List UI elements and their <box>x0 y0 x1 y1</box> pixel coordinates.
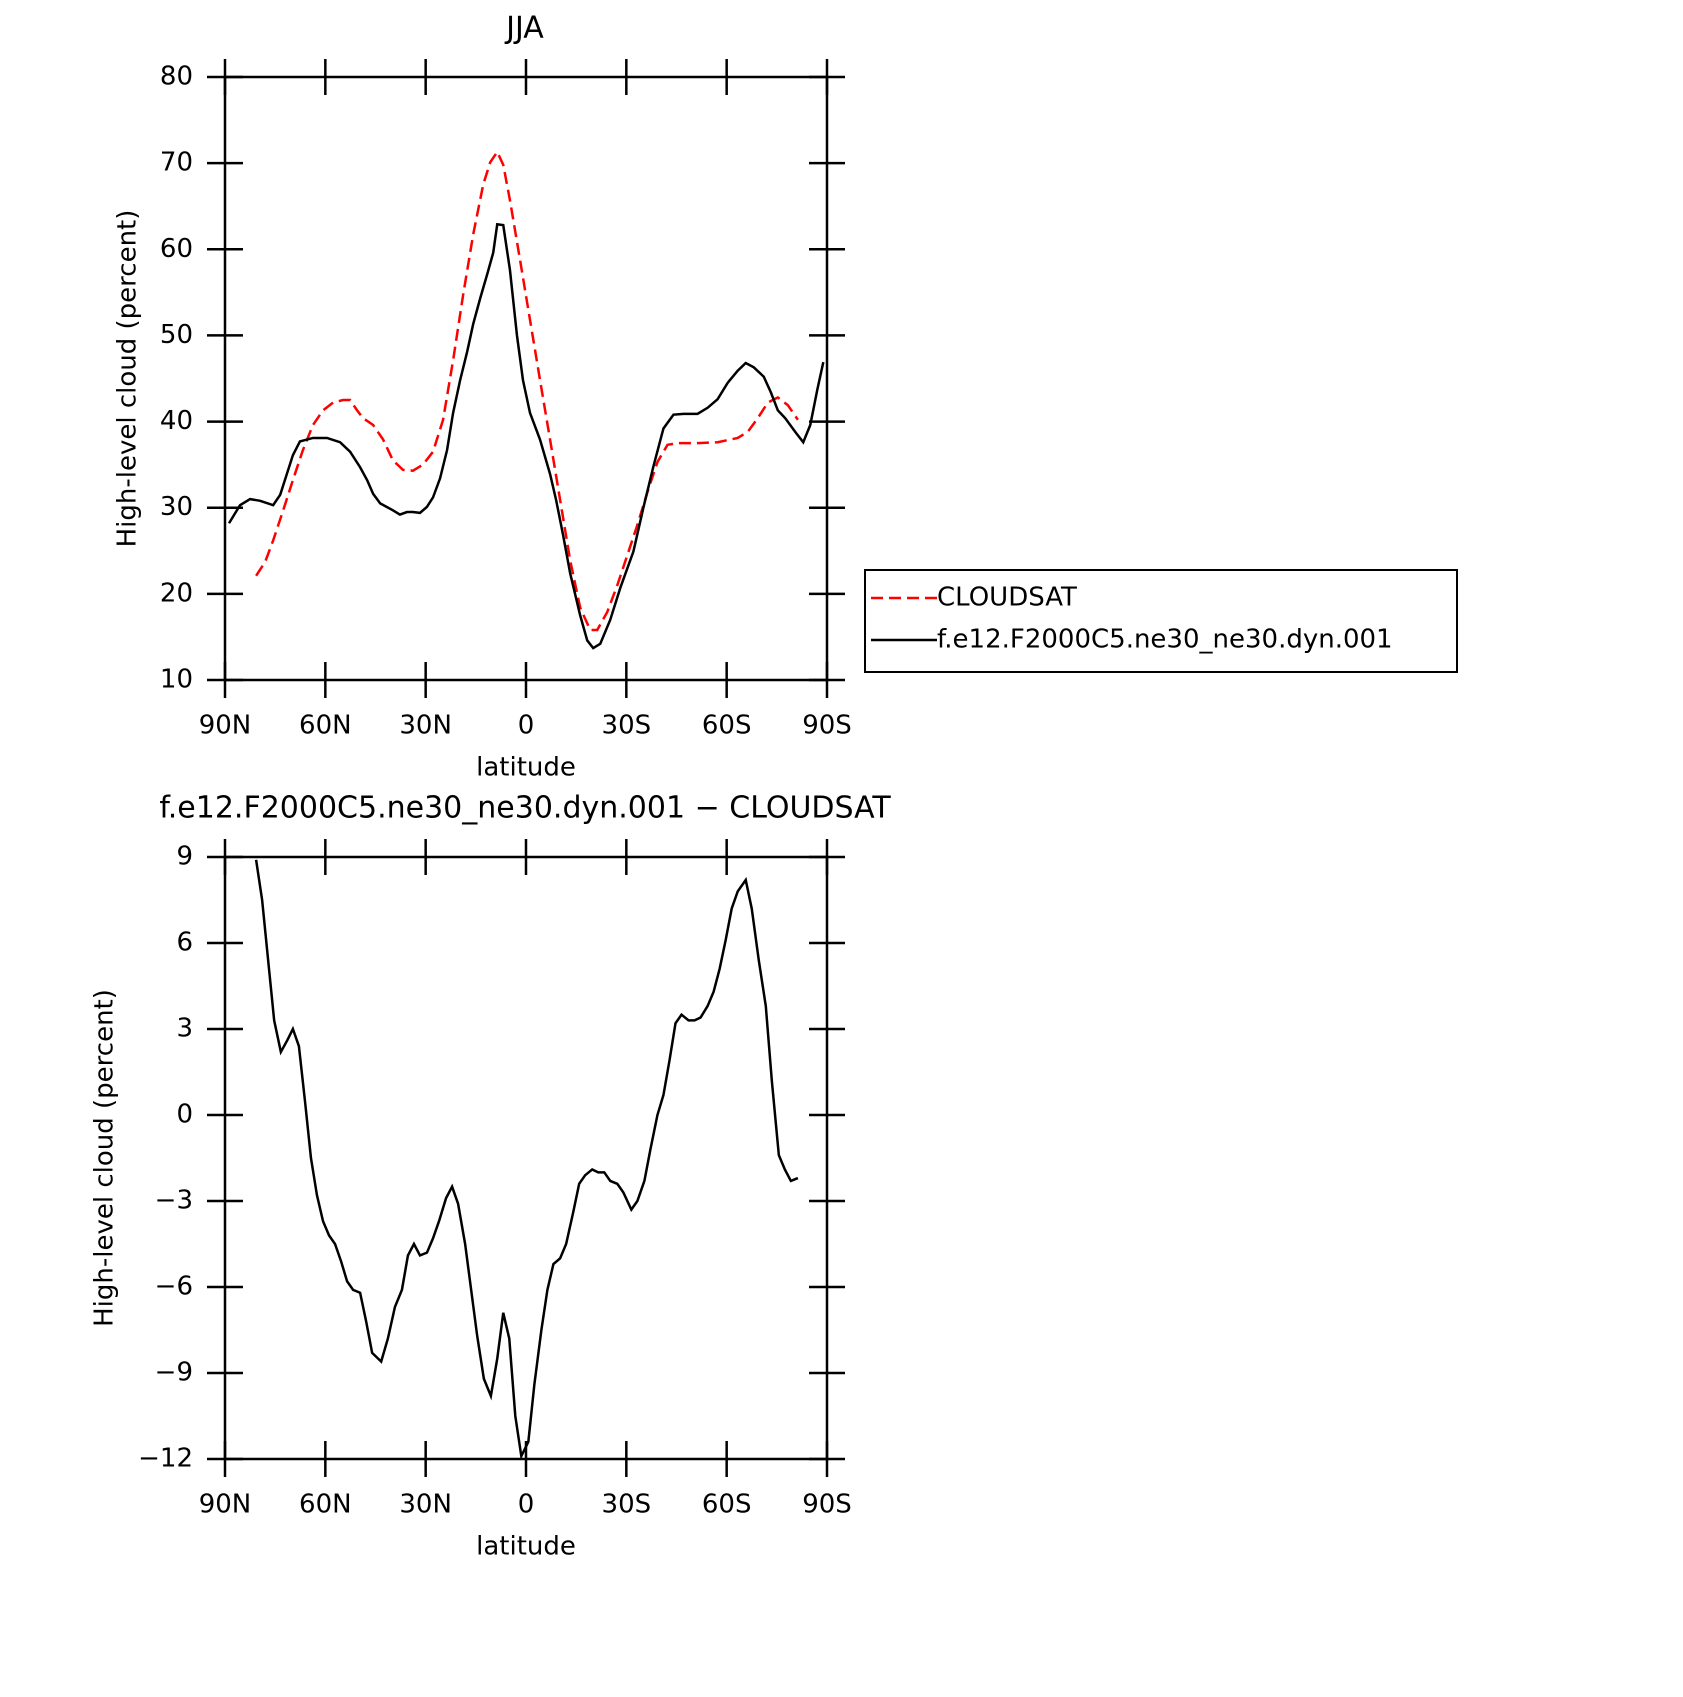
y-tick-label: 50 <box>160 320 193 350</box>
y-tick-label: 30 <box>160 492 193 522</box>
chart-title: JJA <box>504 11 544 46</box>
y-tick-label: −12 <box>138 1444 193 1474</box>
x-tick-label: 30N <box>399 1490 452 1520</box>
x-tick-label: 60N <box>299 1490 352 1520</box>
y-tick-label: 10 <box>160 665 193 695</box>
x-tick-label: 30S <box>602 711 652 741</box>
y-tick-label: 6 <box>176 928 193 958</box>
x-tick-label: 30N <box>399 711 452 741</box>
y-tick-label: 9 <box>176 842 193 872</box>
y-tick-label: 60 <box>160 234 193 264</box>
legend-label: CLOUDSAT <box>937 583 1077 613</box>
x-tick-label: 60S <box>702 711 752 741</box>
legend-box <box>864 569 1458 673</box>
data-line <box>227 222 825 650</box>
data-line <box>255 149 799 632</box>
y-tick-label: 20 <box>160 578 193 608</box>
plot-frame <box>223 75 829 682</box>
y-tick-label: 80 <box>160 62 193 92</box>
y-tick-label: −9 <box>155 1358 193 1388</box>
y-axis-label: High-level cloud (percent) <box>113 210 143 548</box>
y-tick-label: −3 <box>155 1186 193 1216</box>
y-tick-label: −6 <box>155 1272 193 1302</box>
y-tick-label: 70 <box>160 148 193 178</box>
y-tick-label: 40 <box>160 406 193 436</box>
x-tick-label: 90S <box>802 711 852 741</box>
y-tick-label: 3 <box>176 1014 193 1044</box>
x-tick-label: 90N <box>199 711 252 741</box>
x-tick-label: 0 <box>518 711 535 741</box>
x-tick-label: 90N <box>199 1490 252 1520</box>
data-line <box>254 859 799 1461</box>
chart-title: f.e12.F2000C5.ne30_ne30.dyn.001 − CLOUDS… <box>159 791 891 826</box>
x-tick-label: 60N <box>299 711 352 741</box>
x-axis-label: latitude <box>476 753 576 783</box>
legend-label: f.e12.F2000C5.ne30_ne30.dyn.001 <box>937 625 1393 655</box>
plot-frame <box>223 855 829 1461</box>
x-tick-label: 90S <box>802 1490 852 1520</box>
x-tick-label: 0 <box>518 1490 535 1520</box>
x-tick-label: 60S <box>702 1490 752 1520</box>
y-tick-label: 0 <box>176 1100 193 1130</box>
x-axis-label: latitude <box>476 1532 576 1562</box>
y-axis-label: High-level cloud (percent) <box>90 989 120 1327</box>
x-tick-label: 30S <box>602 1490 652 1520</box>
